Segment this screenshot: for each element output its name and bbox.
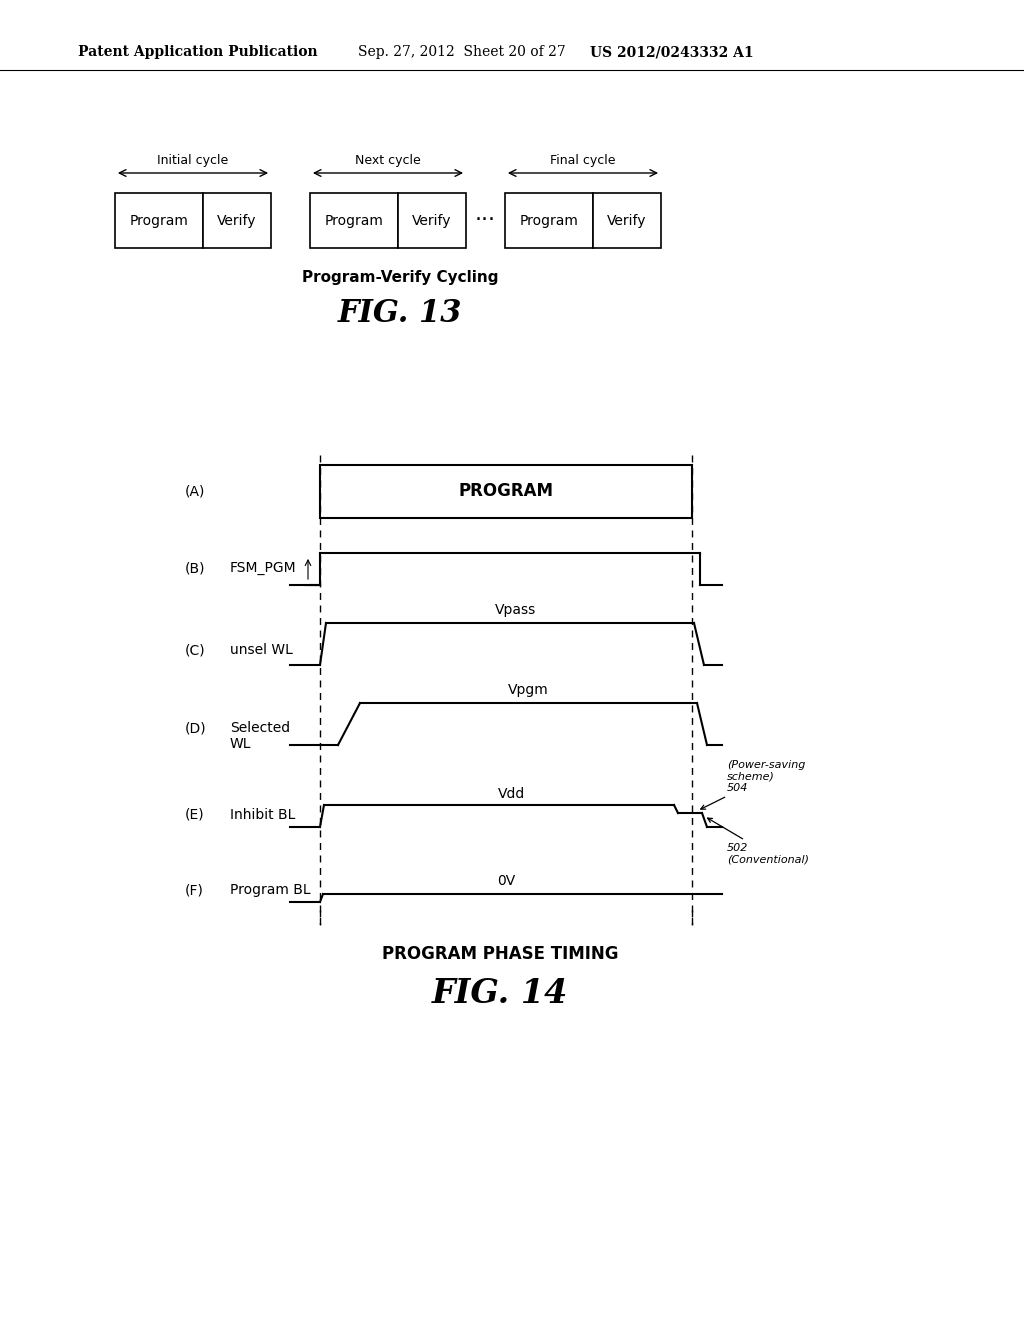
Bar [319, 465, 692, 517]
Bar [398, 193, 466, 248]
Text: Verify: Verify [217, 214, 257, 227]
Text: (Power-saving
scheme)
504: (Power-saving scheme) 504 [700, 760, 805, 809]
Text: (D): (D) [185, 721, 207, 735]
Text: Vpass: Vpass [496, 603, 537, 616]
Text: Verify: Verify [413, 214, 452, 227]
Bar [203, 193, 271, 248]
Text: Program BL: Program BL [230, 883, 310, 898]
Bar [593, 193, 662, 248]
Text: Selected
WL: Selected WL [230, 721, 290, 751]
Bar [310, 193, 398, 248]
Text: Program: Program [130, 214, 188, 227]
Text: Vpgm: Vpgm [508, 682, 549, 697]
Text: (E): (E) [185, 808, 205, 822]
Text: Next cycle: Next cycle [355, 154, 421, 168]
Text: Patent Application Publication: Patent Application Publication [78, 45, 317, 59]
Text: Verify: Verify [607, 214, 647, 227]
Text: Vdd: Vdd [499, 787, 525, 801]
Text: (A): (A) [185, 484, 206, 499]
Text: 0V: 0V [497, 874, 515, 888]
Bar [115, 193, 203, 248]
Text: FSM_PGM: FSM_PGM [230, 561, 297, 576]
Text: US 2012/0243332 A1: US 2012/0243332 A1 [590, 45, 754, 59]
Text: Initial cycle: Initial cycle [158, 154, 228, 168]
Text: 502
(Conventional): 502 (Conventional) [708, 818, 809, 865]
Text: Sep. 27, 2012  Sheet 20 of 27: Sep. 27, 2012 Sheet 20 of 27 [358, 45, 565, 59]
Text: Program: Program [519, 214, 579, 227]
Text: FIG. 14: FIG. 14 [432, 977, 568, 1010]
Text: Program: Program [325, 214, 383, 227]
Text: ···: ··· [475, 210, 496, 231]
Bar [505, 193, 593, 248]
Text: PROGRAM PHASE TIMING: PROGRAM PHASE TIMING [382, 945, 618, 964]
Text: (F): (F) [185, 883, 204, 898]
Text: Inhibit BL: Inhibit BL [230, 808, 295, 822]
Text: FIG. 13: FIG. 13 [338, 298, 462, 329]
Text: (C): (C) [185, 643, 206, 657]
Text: (B): (B) [185, 561, 206, 576]
Text: Program-Verify Cycling: Program-Verify Cycling [302, 271, 499, 285]
Text: PROGRAM: PROGRAM [459, 483, 554, 500]
Text: Final cycle: Final cycle [550, 154, 615, 168]
Text: unsel WL: unsel WL [230, 643, 293, 657]
